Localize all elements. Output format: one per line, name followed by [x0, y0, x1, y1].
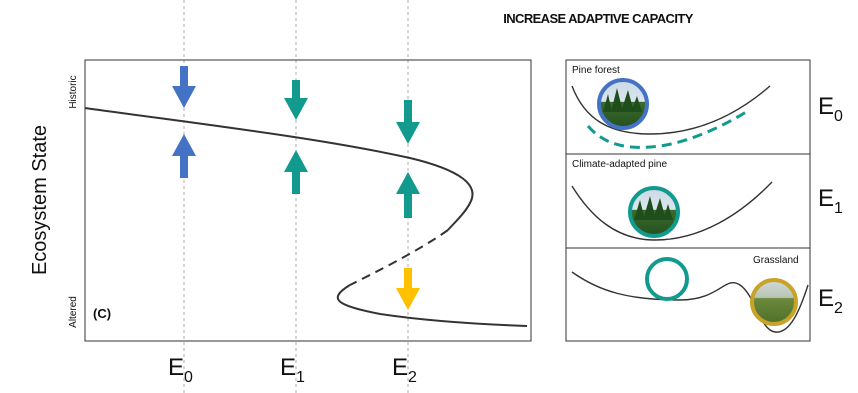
empty-state-ring	[645, 257, 689, 301]
arrow-up-e0	[172, 134, 196, 178]
climate-adapted-pine-ball	[628, 186, 680, 238]
landscape-curve-e2	[571, 271, 809, 333]
equilibrium-curve-lower	[336, 284, 528, 327]
arrow-down-e0	[172, 66, 196, 108]
climate-adapted-pine-label: Climate-adapted pine	[572, 159, 667, 170]
figure-title: INCREASE ADAPTIVE CAPACITY	[503, 11, 693, 26]
state-label-e0: E0	[818, 93, 843, 125]
left-plot-frame	[84, 59, 532, 342]
arrow-up-e2	[396, 172, 420, 218]
pine-forest-ball	[597, 78, 649, 130]
y-bottom-label: Altered	[68, 296, 79, 328]
landscape-curve-e1	[571, 181, 773, 241]
x-tick-e1: E1	[280, 354, 305, 386]
landscape-curve-e0-dashed	[586, 110, 747, 149]
right-panel: Pine forest E0 Climate-adapted pine E1 G…	[565, 59, 843, 342]
x-tick-e2: E2	[392, 354, 417, 386]
arrow-down-e2-gold	[396, 268, 420, 310]
landscape-curve-e0	[571, 85, 771, 135]
right-panel-frame	[565, 59, 811, 342]
panel-label: (C)	[93, 306, 111, 321]
pine-forest-label: Pine forest	[572, 65, 620, 76]
x-tick-e0: E0	[168, 354, 193, 386]
state-label-e1: E1	[818, 185, 843, 217]
left-panel: Ecosystem State Historic Altered (C)	[29, 0, 532, 393]
equilibrium-curve-upper	[84, 107, 474, 231]
arrow-up-e1	[284, 150, 308, 194]
state-label-e2: E2	[818, 285, 843, 317]
y-axis-label: Ecosystem State	[29, 125, 51, 275]
y-top-label: Historic	[68, 75, 79, 108]
arrow-down-e1	[284, 80, 308, 120]
equilibrium-curve-unstable	[349, 229, 449, 286]
arrow-down-e2	[396, 100, 420, 144]
grassland-ball	[750, 278, 798, 326]
grassland-label: Grassland	[753, 255, 799, 266]
